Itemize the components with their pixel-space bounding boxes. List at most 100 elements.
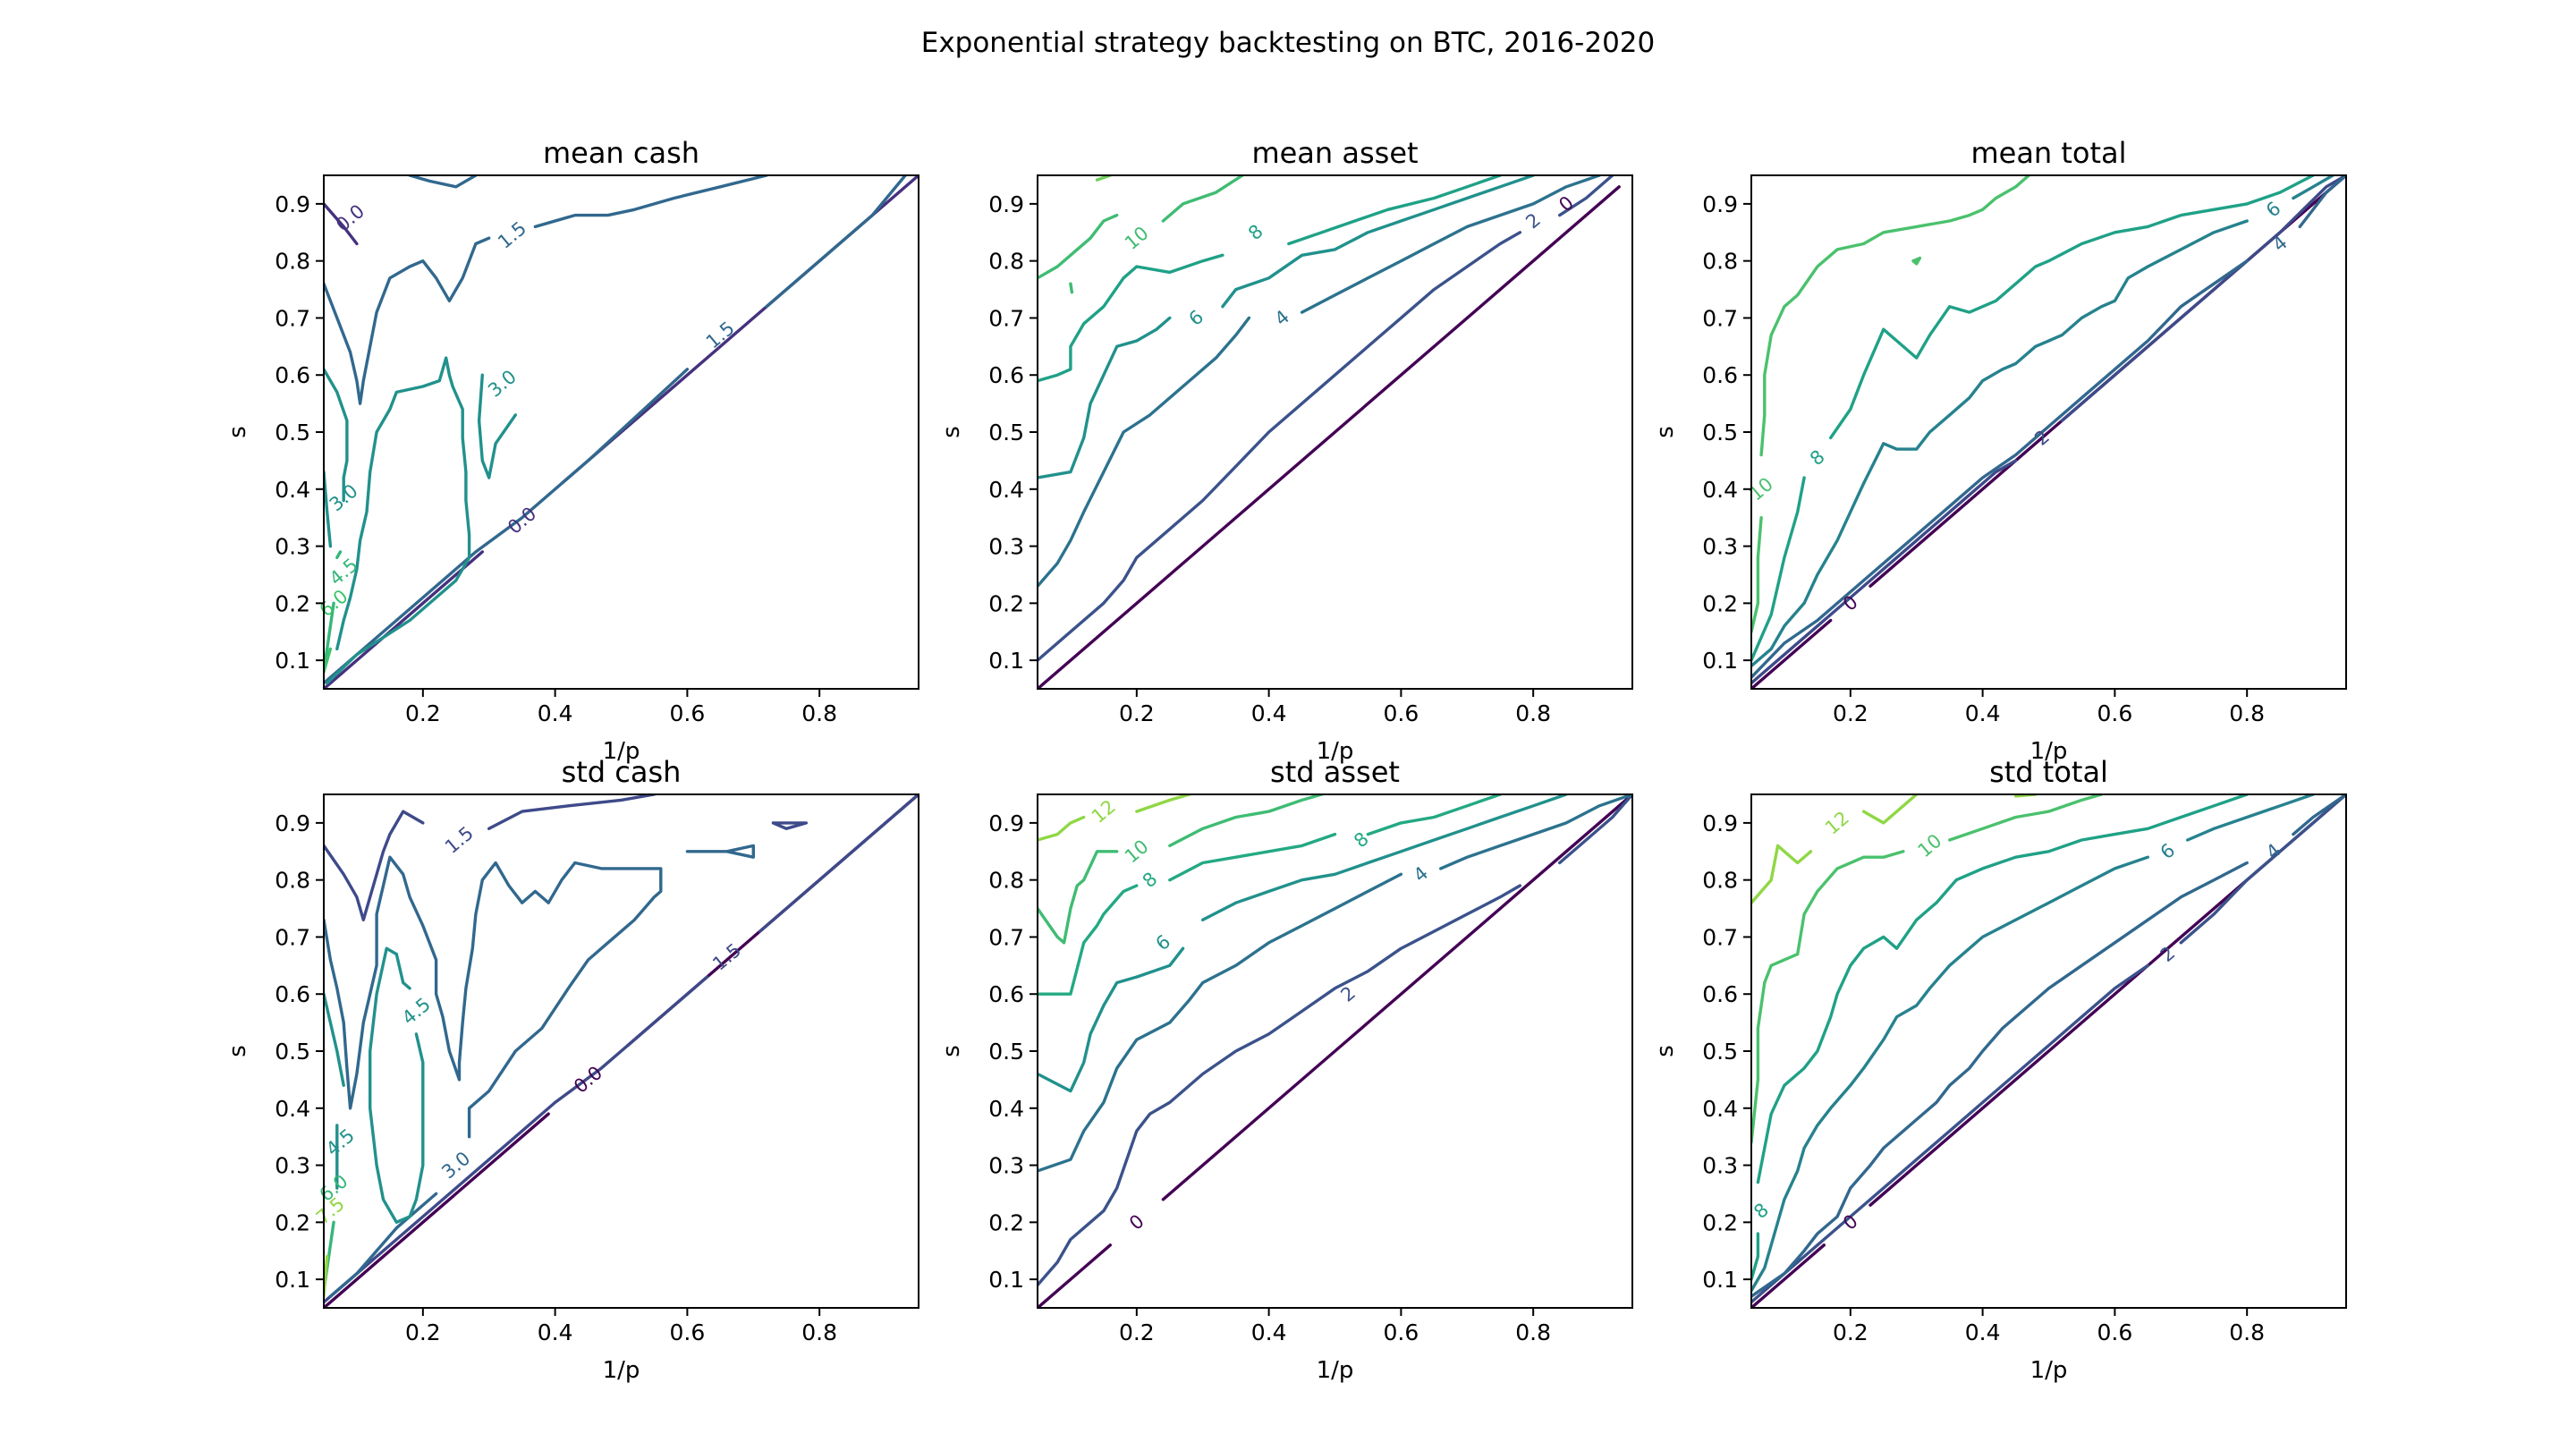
contour-line-4: [1038, 316, 1251, 588]
y-tick-label: 0.7: [1702, 305, 1738, 331]
contour-lines: [1751, 794, 2346, 1308]
x-tick-label: 0.6: [1384, 700, 1419, 726]
y-tick-label: 0.9: [988, 191, 1024, 217]
y-tick-label: 0.6: [1702, 981, 1738, 1007]
y-axis-label: s: [1652, 1045, 1679, 1057]
y-tick-label: 0.4: [275, 477, 310, 503]
contour-line-8: [1829, 175, 2315, 440]
y-tick-label: 0.1: [275, 1267, 310, 1293]
y-tick-label: 0.6: [1702, 362, 1738, 388]
contour-line-10: [1911, 256, 1922, 266]
contour-line-3: [328, 1192, 438, 1298]
contour-line-8: [1038, 884, 1139, 996]
y-tick-label: 0.8: [1702, 868, 1738, 894]
x-tick-label: 0.4: [1965, 700, 2001, 726]
contour-line-8: [1366, 794, 1502, 836]
x-tick-label: 0.6: [670, 1319, 706, 1345]
x-tick-label: 0.4: [538, 700, 573, 726]
y-tick-label: 0.9: [1702, 191, 1738, 217]
contour-line-12: [1135, 794, 1191, 813]
x-tick-label: 0.2: [1119, 700, 1155, 726]
x-tick-label: 0.4: [538, 1319, 573, 1345]
y-tick-label: 0.6: [275, 981, 310, 1007]
contour-lines: [1038, 794, 1632, 1308]
contour-line-6: [2186, 794, 2315, 842]
y-tick-label: 0.2: [988, 590, 1024, 616]
contour-lines: [324, 175, 919, 689]
contour-line-1-5: [324, 368, 690, 685]
contour-line-1-5: [324, 236, 491, 405]
contour-line-1-5: [408, 175, 478, 189]
contour-line-0: [324, 1112, 550, 1308]
contour-line-4-5: [394, 952, 411, 990]
y-tick-label: 0.5: [988, 1039, 1024, 1065]
contour-line-4-5: [324, 992, 345, 1087]
contour-line-0: [1751, 1243, 1826, 1308]
y-tick-label: 0.3: [275, 534, 310, 560]
contour-line-10: [1948, 794, 2104, 842]
contour-line-0: [324, 202, 359, 246]
contour-line-6: [2292, 175, 2334, 200]
contour-line-6: [1201, 794, 1568, 921]
y-tick-label: 0.3: [1702, 1153, 1738, 1179]
contour-line-1-5: [771, 821, 809, 830]
y-tick-label: 0.9: [988, 810, 1024, 836]
contour-lines: [1038, 175, 1621, 689]
y-tick-label: 0.3: [988, 1153, 1024, 1179]
y-tick-label: 0.4: [988, 477, 1024, 503]
contour-line-4: [1751, 861, 2249, 1298]
x-tick-label: 0.2: [1833, 700, 1868, 726]
y-tick-label: 0.7: [275, 305, 310, 331]
y-tick-label: 0.8: [988, 868, 1024, 894]
x-tick-label: 0.4: [1251, 1319, 1287, 1345]
contour-line-4: [1038, 872, 1403, 1173]
y-axis-label: s: [225, 1045, 251, 1057]
contour-line-2: [1558, 794, 1632, 865]
panel-title: std cash: [562, 755, 682, 789]
contour-line-2: [2179, 794, 2346, 945]
contour-line-8: [1751, 476, 1806, 662]
contour-line-3: [324, 470, 333, 548]
contour-line-10: [1069, 282, 1074, 294]
contour-line-3: [685, 844, 755, 859]
x-tick-label: 0.8: [2229, 1319, 2265, 1345]
contour-line-1-5: [324, 975, 709, 1304]
contour-line-6: [1751, 855, 2149, 1293]
y-tick-label: 0.7: [988, 924, 1024, 950]
y-tick-label: 0.4: [988, 1096, 1024, 1122]
contour-line-6: [1038, 946, 1185, 1093]
contour-line-8: [1751, 1232, 1760, 1281]
contour-line-3: [324, 368, 349, 503]
x-axis-label: 1/p: [603, 1357, 640, 1384]
contour-line-0: [1038, 185, 1621, 689]
y-tick-label: 0.1: [988, 648, 1024, 674]
contour-line-4-5: [369, 946, 425, 1224]
y-tick-label: 0.9: [1702, 810, 1738, 836]
y-tick-label: 0.7: [275, 924, 310, 950]
x-tick-label: 0.8: [2229, 700, 2265, 726]
y-axis-label: s: [938, 426, 965, 438]
contour-line-1-5: [324, 810, 425, 921]
contour-line-1-5: [533, 175, 768, 229]
contour-line-4-5: [324, 601, 335, 674]
contour-line-10: [1161, 175, 1244, 223]
contour-line-10: [1751, 516, 1763, 633]
x-tick-label: 0.4: [1965, 1319, 2001, 1345]
y-tick-label: 0.2: [988, 1209, 1024, 1235]
y-tick-label: 0.7: [988, 305, 1024, 331]
contour-line-0: [1751, 618, 1833, 689]
y-tick-label: 0.1: [1702, 648, 1738, 674]
y-tick-label: 0.3: [988, 534, 1024, 560]
contour-line-10: [1751, 850, 1905, 1144]
contour-line-4: [1751, 259, 2249, 679]
contour-line-0: [1161, 794, 1632, 1201]
contour-lines: [324, 794, 919, 1308]
contour-line-2: [1751, 459, 2018, 685]
contour-line-8: [1038, 253, 1224, 383]
contour-line-6: [1038, 316, 1172, 479]
panel-title: mean asset: [1251, 136, 1418, 170]
y-tick-label: 0.3: [275, 1153, 310, 1179]
